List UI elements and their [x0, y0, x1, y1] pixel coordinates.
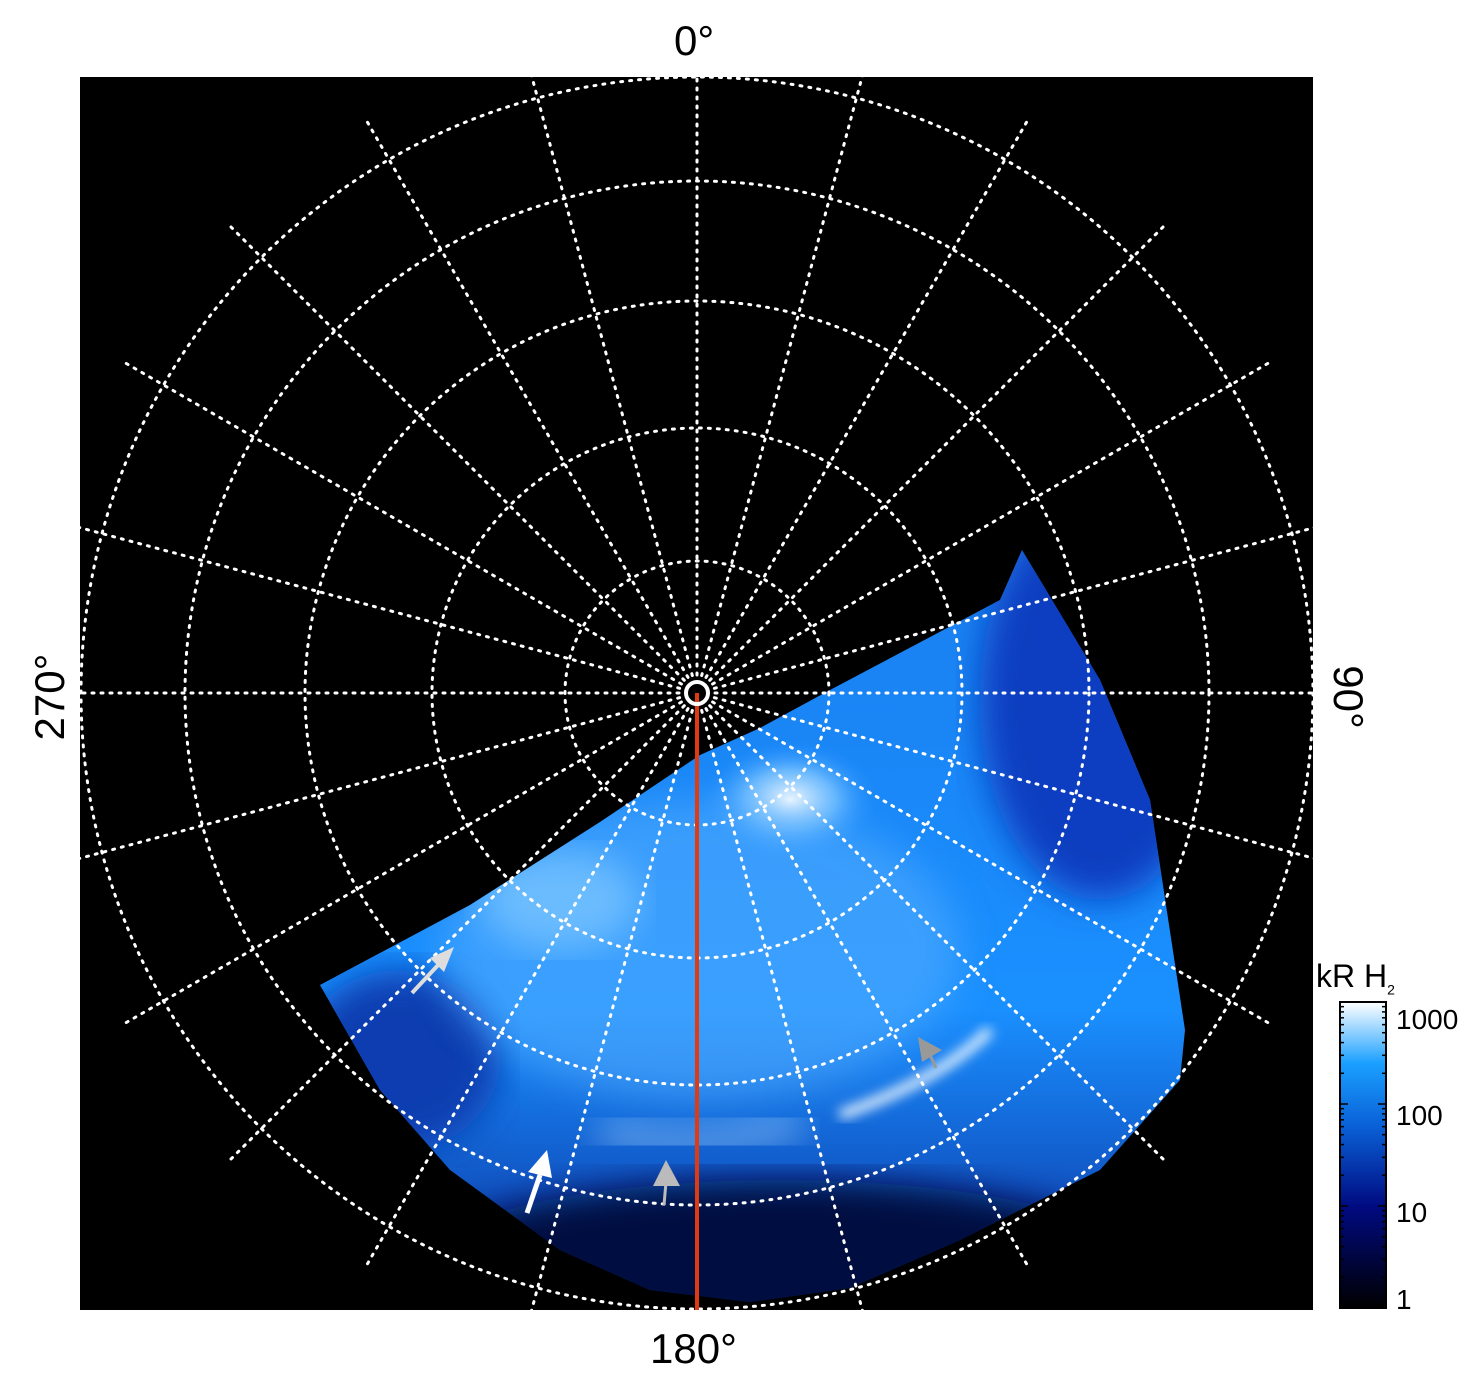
colorbar-tick-label: 1000	[1396, 1004, 1459, 1035]
meridian-line	[700, 708, 864, 1310]
colorbar-tick-label: 100	[1396, 1100, 1443, 1131]
meridian-line	[704, 119, 1029, 679]
meridian-line	[80, 696, 682, 860]
meridian-line	[700, 77, 864, 678]
meridian-line	[365, 119, 690, 679]
colorbar-ticks	[1340, 1005, 1386, 1309]
angle-label-bottom: 180°	[650, 1325, 737, 1372]
meridian-line	[530, 708, 694, 1310]
meridian-line	[712, 526, 1313, 690]
meridian-line	[711, 361, 1271, 686]
meridian-line	[712, 696, 1313, 860]
meridian-line	[228, 224, 686, 682]
colorbar-title-text: kR H	[1316, 958, 1388, 994]
angle-label-top: 0°	[674, 17, 715, 64]
meridian-line	[708, 704, 1166, 1162]
meridian-line	[80, 526, 682, 690]
colorbar-title: kR H2	[1316, 958, 1395, 997]
arrow-markers	[410, 947, 942, 1214]
colorbar-tick-label: 10	[1396, 1197, 1428, 1228]
arrow-icon	[918, 1037, 942, 1069]
meridian-line	[123, 700, 683, 1025]
meridian-line	[711, 700, 1271, 1025]
colorbar-title-subscript: 2	[1387, 981, 1395, 998]
meridian-line	[530, 77, 694, 678]
angle-label-right: 90°	[1325, 665, 1372, 729]
colorbar-tick-label: 1	[1396, 1284, 1412, 1315]
meridian-line	[123, 361, 683, 686]
meridian-line	[365, 707, 690, 1267]
arrow-icon	[524, 1150, 552, 1214]
meridian-line	[704, 707, 1029, 1267]
colorbar	[1339, 1001, 1387, 1309]
latitude-circle	[80, 77, 1313, 1310]
meridian-line	[228, 704, 686, 1162]
arrow-icon	[653, 1160, 680, 1206]
meridian-line	[708, 224, 1166, 682]
angle-label-left: 270°	[26, 653, 73, 741]
arrow-icon	[410, 947, 454, 995]
pole-marker	[684, 680, 710, 706]
